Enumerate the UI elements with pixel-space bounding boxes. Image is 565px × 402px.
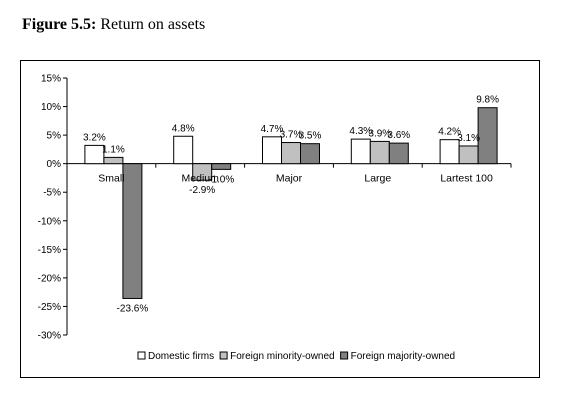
bar: [477, 107, 498, 165]
y-tick-label: 10%: [41, 102, 61, 113]
data-label: -1.0%: [208, 174, 234, 185]
y-tick-label: 15%: [41, 74, 61, 85]
figure-number: Figure 5.5:: [22, 16, 97, 33]
figure-caption: Figure 5.5: Return on assets: [22, 16, 205, 34]
legend-label: Foreign minority-owned: [230, 351, 335, 362]
y-tick-label: -5%: [43, 188, 61, 199]
data-label: 4.7%: [261, 124, 284, 135]
x-tick-label: Small: [98, 173, 124, 185]
bar: [192, 163, 213, 181]
data-label: 4.8%: [172, 123, 195, 134]
chart-frame: 15% 10% 5% 0% -5% -10% -15% -20% -25% -30% Small 3.…: [20, 60, 540, 378]
data-label: 9.8%: [476, 95, 499, 106]
data-label: 3.9%: [368, 128, 391, 139]
bar: [350, 138, 371, 165]
bar: [388, 142, 409, 165]
data-label: 3.5%: [299, 131, 322, 142]
legend-swatch: [340, 351, 349, 360]
y-tick-label: 5%: [47, 131, 62, 142]
bar: [122, 163, 143, 299]
data-label: 4.3%: [349, 126, 372, 137]
data-label: -2.9%: [189, 185, 215, 196]
y-tick-label: -15%: [38, 245, 61, 256]
legend-label: Domestic firms: [148, 351, 214, 362]
bar: [84, 144, 105, 165]
x-tick-label: Major: [276, 173, 303, 185]
x-tick-label: Lartest 100: [440, 173, 493, 185]
data-label: 3.6%: [387, 130, 410, 141]
bar: [211, 163, 232, 170]
bar: [262, 136, 282, 165]
x-tick-label: Large: [364, 173, 391, 185]
y-tick-label: -30%: [38, 331, 61, 342]
y-tick-label: -20%: [38, 273, 61, 284]
data-label: 4.2%: [438, 127, 461, 138]
legend-label: Foreign majority-owned: [351, 351, 456, 362]
bar: [173, 135, 194, 165]
bar: [281, 142, 301, 165]
legend-swatch: [219, 351, 228, 360]
bar: [369, 140, 390, 165]
y-tick-label: 0%: [47, 159, 62, 170]
bar: [300, 143, 320, 165]
data-label: 1.1%: [102, 144, 125, 155]
data-label: 3.7%: [280, 130, 303, 141]
y-tick-label: -10%: [38, 216, 61, 227]
bar: [103, 156, 124, 165]
figure-title: Return on assets: [100, 16, 206, 33]
data-label: 3.2%: [83, 132, 106, 143]
bar: [458, 145, 479, 165]
bar-chart: 15% 10% 5% 0% -5% -10% -15% -20% -25% -30% Small 3.…: [38, 74, 512, 362]
legend-swatch: [137, 351, 146, 360]
data-label: 3.1%: [457, 133, 480, 144]
y-tick-label: -25%: [38, 302, 61, 313]
data-label: -23.6%: [117, 303, 149, 314]
x-tick-label: Medium: [182, 173, 220, 185]
